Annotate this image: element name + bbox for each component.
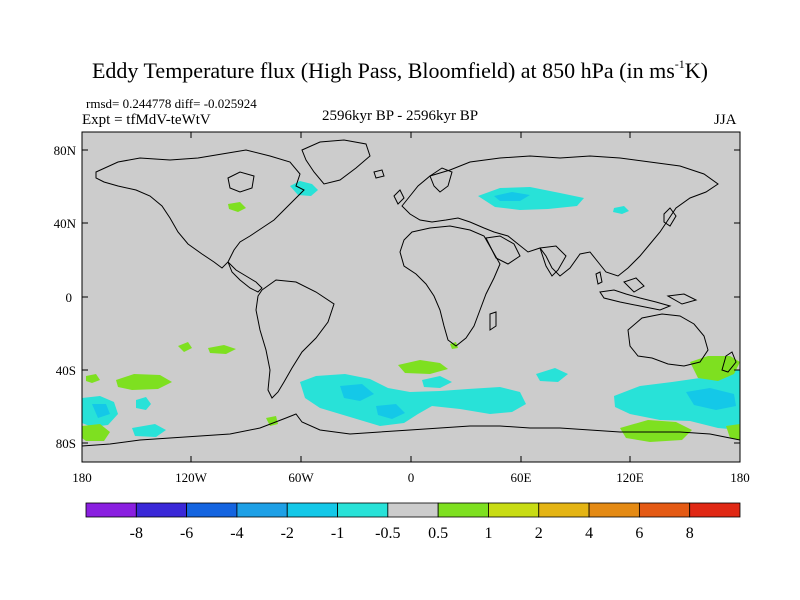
coast-south-america	[255, 279, 335, 399]
coastlines	[81, 139, 741, 447]
coast-antarctica	[81, 413, 741, 447]
coast-eurasia	[401, 155, 719, 277]
colorbar-label: 6	[635, 525, 643, 542]
coast-new-zealand	[721, 351, 737, 373]
colorbar-box	[286, 502, 338, 518]
x-label-0: 0	[408, 470, 415, 485]
coast-indonesia	[599, 289, 672, 311]
coast-japan	[663, 207, 677, 227]
coast-arabia	[485, 235, 521, 265]
x-label-120w: 120W	[175, 470, 208, 485]
colorbar-box	[387, 502, 439, 518]
y-label-80n: 80N	[54, 143, 77, 158]
plot-title: Eddy Temperature flux (High Pass, Bloomf…	[91, 56, 708, 83]
y-label-40s: 40S	[56, 363, 76, 378]
y-label-40n: 40N	[54, 216, 77, 231]
colorbar-label: -1	[331, 525, 344, 542]
coast-borneo	[623, 277, 645, 293]
season-label: JJA	[714, 112, 737, 128]
colorbar-box	[236, 502, 288, 518]
coast-india	[539, 245, 567, 277]
coast-hudson-bay	[227, 171, 255, 193]
colorbar-label: 4	[585, 525, 593, 542]
x-label-120e: 120E	[616, 470, 644, 485]
colorbar-box	[437, 502, 489, 518]
period-label: 2596kyr BP - 2596kyr BP	[322, 108, 479, 124]
axis-ticks	[82, 132, 740, 462]
colorbar-label: -2	[281, 525, 294, 542]
colorbar-label: 8	[686, 525, 694, 542]
coast-africa	[399, 225, 501, 347]
x-label-60e: 60E	[511, 470, 532, 485]
coast-australia	[627, 313, 709, 367]
rmsd-diff-stats: rmsd= 0.244778 diff= -0.025924	[86, 96, 257, 111]
negative-anomaly-patches	[82, 181, 740, 437]
colorbar-label: -0.5	[375, 525, 400, 542]
colorbar-box	[186, 502, 238, 518]
x-label-180e: 180	[730, 470, 750, 485]
colorbar-label: -8	[130, 525, 143, 542]
coast-scandinavia	[429, 167, 453, 193]
colorbar-box	[588, 502, 640, 518]
colorbar-box	[638, 502, 691, 518]
coast-madagascar	[489, 311, 497, 331]
colorbar-box	[488, 502, 540, 518]
colorbar-label: -6	[180, 525, 193, 542]
x-label-60w: 60W	[288, 470, 314, 485]
colorbar-label: 2	[535, 525, 543, 542]
coast-central-america	[227, 261, 263, 293]
y-label-80s: 80S	[56, 436, 76, 451]
positive-anomaly-patches	[82, 202, 740, 442]
coast-new-guinea	[666, 293, 698, 305]
x-label-180w: 180	[72, 470, 92, 485]
coast-north-america	[95, 149, 305, 269]
coast-greenland	[301, 139, 371, 185]
colorbar: -8 -6 -4 -2 -1 -0.5 0.5 1 2 4 6 8	[85, 502, 741, 542]
colorbar-box	[85, 502, 137, 518]
colorbar-label: 1	[484, 525, 492, 542]
experiment-label: Expt = tfMdV-teWtV	[82, 112, 211, 128]
colorbar-box	[135, 502, 188, 518]
colorbar-label: 0.5	[428, 525, 448, 542]
y-label-0: 0	[66, 290, 73, 305]
colorbar-box	[538, 502, 590, 518]
colorbar-label: -4	[230, 525, 243, 542]
colorbar-box	[689, 502, 741, 518]
colorbar-box	[337, 502, 389, 518]
